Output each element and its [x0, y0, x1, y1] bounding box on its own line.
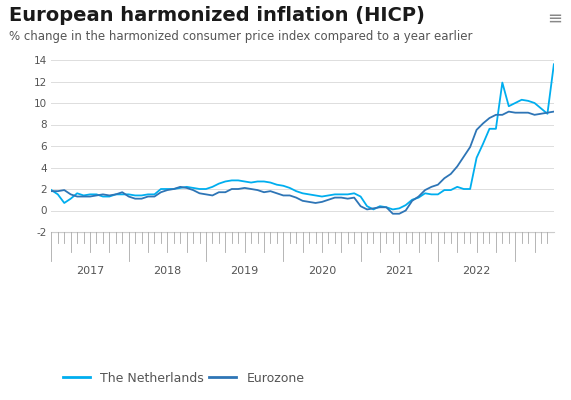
Text: 2020: 2020: [308, 266, 336, 276]
Text: 2021: 2021: [385, 266, 413, 276]
Text: % change in the harmonized consumer price index compared to a year earlier: % change in the harmonized consumer pric…: [9, 30, 472, 43]
Legend: The Netherlands, Eurozone: The Netherlands, Eurozone: [58, 367, 309, 390]
Text: ≡: ≡: [548, 10, 562, 28]
Text: 2019: 2019: [231, 266, 259, 276]
Text: 2017: 2017: [76, 266, 104, 276]
Text: 2022: 2022: [463, 266, 490, 276]
Text: European harmonized inflation (HICP): European harmonized inflation (HICP): [9, 6, 424, 25]
Text: 2018: 2018: [153, 266, 182, 276]
